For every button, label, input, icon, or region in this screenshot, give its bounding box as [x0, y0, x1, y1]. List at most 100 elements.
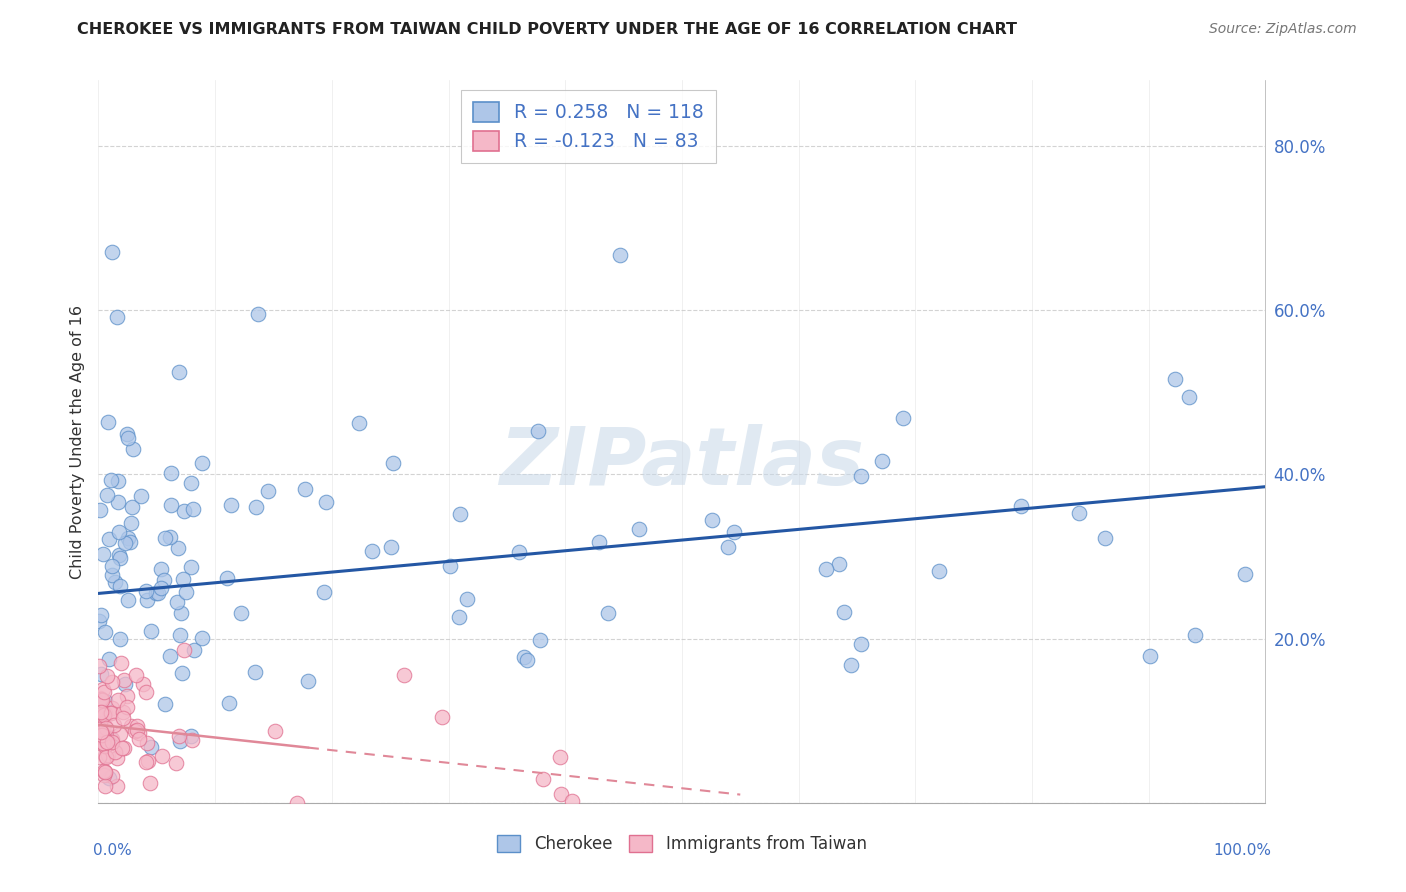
Point: [118, 534, 141, 549]
Point: [91, 723, 114, 737]
Point: [117, 531, 139, 545]
Point: [550, 788, 572, 802]
Point: [131, 489, 153, 503]
Point: [117, 593, 139, 607]
Point: [132, 677, 155, 691]
Point: [124, 723, 146, 738]
Point: [149, 581, 172, 595]
Point: [169, 365, 191, 379]
Point: [107, 495, 129, 509]
Point: [93, 706, 115, 720]
Point: [114, 677, 136, 691]
Point: [287, 796, 309, 810]
Point: [382, 456, 405, 470]
Point: [596, 606, 619, 620]
Point: [312, 585, 335, 599]
Point: [136, 754, 159, 768]
Point: [94, 624, 117, 639]
Point: [135, 592, 157, 607]
Point: [90, 607, 112, 622]
Point: [90, 692, 112, 706]
Point: [167, 541, 190, 555]
Point: [108, 550, 131, 565]
Point: [114, 536, 136, 550]
Point: [97, 651, 120, 665]
Point: [117, 431, 139, 445]
Point: [120, 719, 142, 733]
Point: [449, 507, 471, 521]
Point: [173, 504, 195, 518]
Point: [548, 749, 571, 764]
Point: [121, 500, 143, 514]
Point: [531, 772, 554, 786]
Point: [246, 307, 269, 321]
Point: [170, 607, 193, 621]
Text: 100.0%: 100.0%: [1213, 843, 1271, 857]
Point: [1069, 506, 1091, 520]
Point: [96, 488, 118, 502]
Point: [93, 764, 115, 778]
Point: [115, 690, 138, 704]
Point: [94, 764, 117, 779]
Point: [91, 706, 114, 720]
Point: [100, 706, 122, 721]
Point: [111, 740, 134, 755]
Point: [146, 586, 169, 600]
Point: [609, 248, 631, 262]
Point: [180, 730, 202, 744]
Point: [128, 725, 150, 739]
Point: [218, 696, 240, 710]
Point: [97, 771, 120, 785]
Point: [180, 475, 202, 490]
Point: [181, 732, 204, 747]
Point: [93, 738, 115, 752]
Text: Source: ZipAtlas.com: Source: ZipAtlas.com: [1209, 22, 1357, 37]
Point: [98, 730, 121, 744]
Point: [139, 624, 162, 638]
Point: [100, 473, 122, 487]
Point: [700, 512, 723, 526]
Point: [263, 723, 285, 738]
Point: [97, 747, 120, 762]
Point: [93, 707, 115, 722]
Point: [111, 711, 134, 725]
Point: [173, 643, 195, 657]
Point: [110, 727, 132, 741]
Point: [91, 681, 114, 696]
Point: [215, 571, 238, 585]
Point: [361, 544, 384, 558]
Point: [135, 684, 157, 698]
Point: [180, 560, 202, 574]
Point: [245, 500, 267, 514]
Point: [93, 731, 115, 745]
Point: [392, 668, 415, 682]
Point: [229, 606, 252, 620]
Point: [872, 454, 894, 468]
Point: [125, 668, 148, 682]
Point: [716, 541, 738, 555]
Point: [153, 531, 176, 545]
Point: [100, 706, 122, 720]
Text: CHEROKEE VS IMMIGRANTS FROM TAIWAN CHILD POVERTY UNDER THE AGE OF 16 CORRELATION: CHEROKEE VS IMMIGRANTS FROM TAIWAN CHILD…: [77, 22, 1018, 37]
Point: [430, 710, 453, 724]
Point: [89, 726, 111, 740]
Point: [1139, 649, 1161, 664]
Point: [190, 456, 212, 470]
Point: [94, 693, 117, 707]
Point: [104, 745, 127, 759]
Text: 0.0%: 0.0%: [93, 843, 131, 857]
Point: [108, 632, 131, 647]
Point: [588, 535, 610, 549]
Point: [90, 667, 112, 681]
Point: [94, 750, 117, 764]
Point: [169, 730, 191, 744]
Point: [89, 722, 111, 736]
Point: [105, 751, 128, 765]
Point: [294, 482, 316, 496]
Point: [135, 756, 157, 770]
Point: [891, 410, 914, 425]
Point: [128, 731, 150, 746]
Point: [561, 794, 583, 808]
Point: [176, 584, 198, 599]
Point: [456, 592, 478, 607]
